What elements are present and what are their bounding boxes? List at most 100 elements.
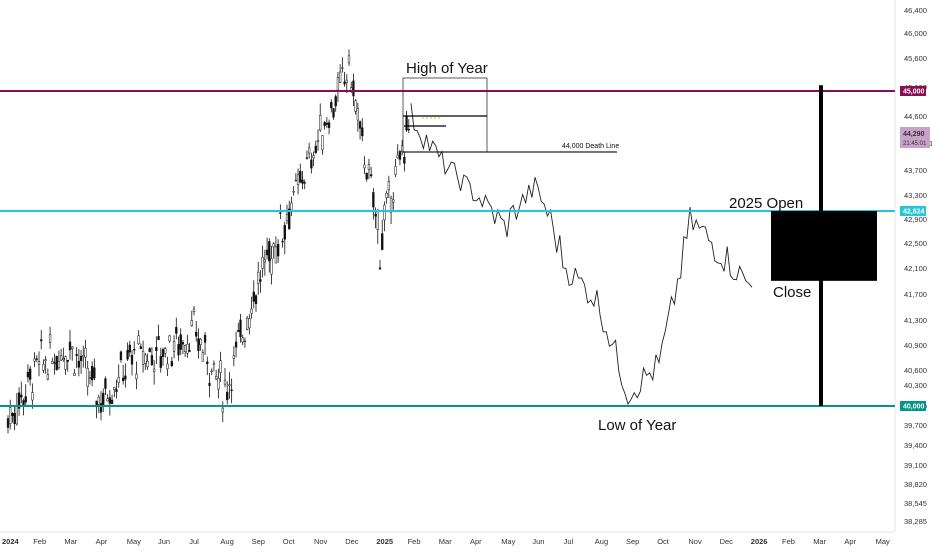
badge-42824: 42,824 [900, 206, 926, 216]
candle-body [115, 389, 118, 393]
x-tick-label: Sep [252, 537, 265, 546]
candle-body [55, 355, 58, 370]
y-tick-label: 40,900 [904, 341, 927, 350]
x-tick-label: Feb [408, 537, 421, 546]
candle-body [332, 108, 335, 118]
candle-body [352, 80, 355, 97]
candle-body [290, 202, 293, 211]
candle-body [212, 363, 216, 365]
candle-body [354, 100, 357, 112]
candle-body [64, 356, 67, 370]
candle-body [108, 397, 112, 404]
candle-body [303, 182, 306, 184]
candle-body [378, 267, 382, 270]
candle-body [75, 354, 78, 356]
x-tick-label: Sep [626, 537, 639, 546]
candle-body [181, 342, 185, 345]
candle-body [383, 204, 386, 221]
candle-body [336, 77, 340, 91]
candle-body [323, 121, 326, 127]
candle-body [325, 122, 329, 125]
candle-body [292, 191, 295, 193]
annotation-2025-open: 2025 Open [729, 195, 803, 212]
candle-body [40, 339, 43, 342]
x-tick-label: May [501, 537, 515, 546]
candle-body [128, 344, 131, 353]
candle-body [137, 335, 140, 345]
candle-body [347, 55, 351, 64]
candle-body [398, 151, 402, 160]
y-tick-label: 38,285 [904, 517, 927, 526]
candle-body [186, 343, 189, 354]
candle-body [197, 338, 200, 352]
candle-body [234, 341, 238, 348]
annotation-high-of-year: High of Year [406, 60, 488, 77]
candle-body [183, 345, 187, 352]
candle-body [166, 363, 169, 370]
x-tick-label: Oct [283, 537, 296, 546]
x-tick-label: May [876, 537, 890, 546]
x-tick-label: Feb [33, 537, 46, 546]
candle-body [389, 197, 393, 213]
candle-body [179, 334, 182, 350]
candle-body [188, 350, 191, 352]
candle-body [203, 334, 207, 343]
candle-body [312, 155, 315, 159]
candle-body [51, 361, 54, 364]
candle-body [117, 377, 120, 383]
candle-body [102, 392, 105, 407]
candle-body [135, 373, 138, 380]
candle-body [177, 344, 180, 356]
y-tick-label: 40,300 [904, 381, 927, 390]
candle-body [208, 382, 211, 386]
candle-body [106, 398, 109, 402]
candle-body [168, 335, 171, 342]
candle-body [345, 79, 348, 83]
candle-body [374, 214, 377, 217]
candle-body [68, 341, 72, 351]
candle-body [285, 214, 289, 222]
y-tick-label: 46,400 [904, 6, 927, 15]
candle-body [338, 71, 342, 83]
x-tick-label: 2025 [376, 537, 393, 546]
candle-body [221, 407, 224, 413]
candle-body [392, 199, 395, 203]
candles-2024 [6, 49, 410, 434]
candle-body [237, 330, 240, 332]
x-tick-label: Jun [158, 537, 170, 546]
current-price-badge: 44,290 21:45:01 [900, 127, 930, 148]
candle-body [294, 179, 298, 182]
candle-body [148, 348, 151, 353]
candle-body [385, 192, 388, 199]
candle-body [321, 135, 324, 150]
candle-body [270, 258, 273, 275]
candle-body [307, 147, 311, 154]
candle-body [279, 212, 282, 214]
candle-body [6, 418, 10, 428]
candle-body [170, 361, 174, 367]
candle-body [28, 368, 32, 380]
x-tick-label: Dec [720, 537, 734, 546]
x-tick-label: Apr [844, 537, 856, 546]
badge-45000: 45,000 [900, 86, 926, 96]
candle-body [59, 355, 63, 361]
x-tick-label: Aug [220, 537, 233, 546]
candle-body [232, 355, 236, 359]
y-tick-label: 39,700 [904, 421, 927, 430]
y-tick-label: 40,600 [904, 366, 927, 375]
candle-body [259, 279, 262, 282]
candle-body [272, 243, 275, 248]
candle-body [316, 140, 320, 143]
candle-body [62, 358, 65, 360]
price-line [410, 103, 753, 406]
candle-body [172, 340, 176, 352]
x-tick-label: Jun [532, 537, 544, 546]
candle-body [296, 174, 300, 185]
candle-body [121, 377, 125, 382]
candle-body [150, 355, 154, 365]
candle-body [407, 128, 410, 131]
candle-body [261, 256, 264, 269]
candle-body [319, 115, 322, 131]
